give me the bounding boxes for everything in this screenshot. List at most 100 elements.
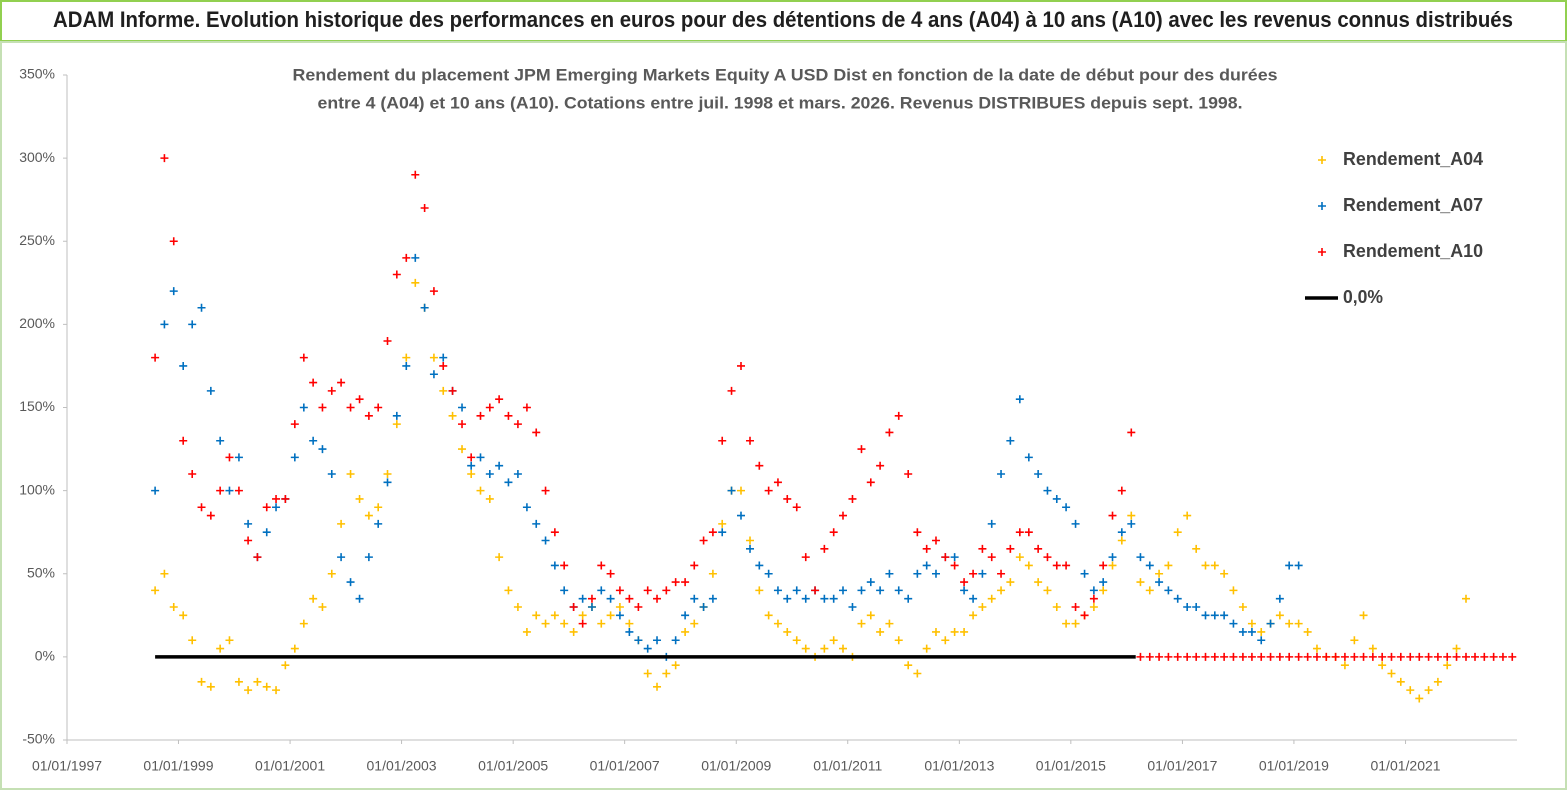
- point: [318, 403, 327, 412]
- point: [978, 569, 987, 578]
- point: [820, 644, 829, 653]
- point: [1117, 528, 1126, 537]
- point: [346, 403, 355, 412]
- point: [411, 170, 420, 179]
- point: [1498, 652, 1507, 661]
- point: [913, 669, 922, 678]
- point: [1303, 627, 1312, 636]
- point: [1350, 636, 1359, 645]
- legend-label: Rendement_A10: [1343, 241, 1483, 261]
- point: [1508, 652, 1517, 661]
- point: [1220, 652, 1229, 661]
- point: [969, 611, 978, 620]
- point: [904, 594, 913, 603]
- point: [1192, 652, 1201, 661]
- point: [997, 586, 1006, 595]
- point: [458, 403, 467, 412]
- legend-label: Rendement_A07: [1343, 195, 1483, 215]
- x-tick-label: 01/01/2021: [1370, 758, 1440, 774]
- point: [346, 470, 355, 478]
- point: [1052, 603, 1061, 611]
- point: [420, 204, 429, 212]
- point: [969, 594, 978, 603]
- point: [783, 627, 792, 636]
- point: [792, 636, 801, 645]
- point: [1155, 578, 1164, 587]
- legend-swatch: [1318, 156, 1326, 164]
- point: [495, 461, 504, 470]
- point: [1433, 652, 1442, 661]
- point: [737, 361, 745, 370]
- point: [374, 403, 383, 412]
- point: [299, 403, 308, 412]
- point: [1006, 578, 1015, 587]
- point: [885, 619, 894, 628]
- point: [1396, 652, 1405, 661]
- point: [485, 470, 494, 478]
- point: [467, 470, 476, 478]
- point: [708, 569, 717, 578]
- point: [392, 420, 401, 429]
- point: [737, 486, 745, 495]
- point: [244, 686, 253, 695]
- point: [337, 378, 346, 387]
- point: [1247, 619, 1256, 628]
- point: [309, 436, 318, 445]
- point: [876, 586, 885, 595]
- header-box: [0, 0, 1567, 42]
- point: [978, 544, 987, 553]
- page-title: ADAM Informe. Evolution historique des p…: [53, 7, 1513, 32]
- point: [309, 594, 318, 603]
- point: [244, 536, 253, 545]
- point: [550, 561, 559, 570]
- point: [1024, 528, 1033, 537]
- point: [1201, 561, 1210, 570]
- point: [327, 470, 336, 478]
- point: [1127, 428, 1136, 437]
- point: [606, 569, 615, 578]
- point: [439, 361, 448, 370]
- point: [913, 569, 922, 578]
- x-tick-label: 01/01/2005: [478, 758, 548, 774]
- point: [560, 619, 569, 628]
- y-tick-label: -50%: [22, 731, 55, 747]
- point: [894, 636, 903, 645]
- point: [1117, 536, 1126, 545]
- point: [188, 470, 197, 478]
- point: [485, 403, 494, 412]
- point: [718, 519, 727, 528]
- point: [1155, 652, 1164, 661]
- point: [234, 453, 243, 462]
- x-tick-label: 01/01/1999: [143, 758, 213, 774]
- point: [1285, 619, 1294, 628]
- point: [950, 561, 959, 570]
- point: [244, 519, 253, 528]
- point: [522, 627, 531, 636]
- point: [467, 453, 476, 462]
- point: [931, 627, 940, 636]
- point: [411, 253, 420, 262]
- point: [151, 486, 160, 495]
- point: [699, 536, 708, 545]
- point: [876, 627, 885, 636]
- y-tick-label: 200%: [19, 315, 55, 331]
- point: [829, 636, 838, 645]
- point: [913, 528, 922, 537]
- point: [708, 594, 717, 603]
- point: [1285, 652, 1294, 661]
- point: [950, 553, 959, 562]
- point: [987, 519, 996, 528]
- point: [169, 237, 178, 246]
- point: [857, 619, 866, 628]
- point: [1089, 594, 1098, 603]
- point: [904, 661, 913, 670]
- point: [476, 453, 485, 462]
- point: [504, 478, 513, 487]
- point: [1312, 652, 1321, 661]
- point: [1210, 652, 1219, 661]
- point: [1247, 652, 1256, 661]
- point: [364, 553, 373, 562]
- chart-title: entre 4 (A04) et 10 ans (A10). Cotations…: [318, 93, 1243, 112]
- point: [560, 561, 569, 570]
- point: [1062, 619, 1071, 628]
